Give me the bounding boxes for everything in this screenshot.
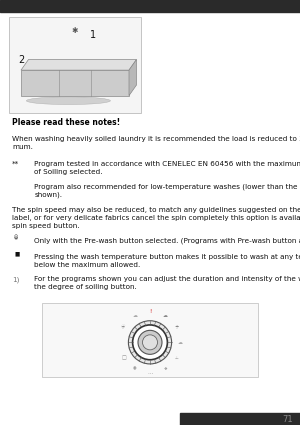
Text: When washing heavily soiled laundry it is recommended the load is reduced to 3 k: When washing heavily soiled laundry it i…	[12, 136, 300, 150]
Text: 1: 1	[90, 30, 96, 40]
Text: !: !	[149, 309, 151, 314]
Text: □: □	[121, 355, 126, 360]
Text: ■: ■	[14, 251, 20, 256]
Text: ☁: ☁	[132, 313, 137, 318]
Text: ☁: ☁	[163, 313, 168, 318]
Ellipse shape	[26, 97, 110, 105]
Text: ☔: ☔	[121, 325, 126, 329]
Polygon shape	[129, 60, 136, 96]
Text: ✱: ✱	[72, 26, 78, 35]
Text: Please read these notes!: Please read these notes!	[12, 118, 120, 127]
Text: …: …	[147, 371, 153, 375]
Ellipse shape	[142, 335, 158, 350]
Text: Program tested in accordance with CENELEC EN 60456 with the maximum Degree
of So: Program tested in accordance with CENELE…	[34, 161, 300, 175]
FancyBboxPatch shape	[9, 17, 141, 113]
Polygon shape	[21, 70, 129, 96]
FancyBboxPatch shape	[0, 0, 300, 12]
Text: For the programs shown you can adjust the duration and intensity of the wash usi: For the programs shown you can adjust th…	[34, 276, 300, 290]
Text: Pressing the wash temperature button makes it possible to wash at any temperatur: Pressing the wash temperature button mak…	[34, 254, 300, 268]
Text: ☂: ☂	[174, 325, 179, 329]
Text: ⚠: ⚠	[175, 356, 178, 360]
Ellipse shape	[138, 330, 162, 354]
FancyBboxPatch shape	[180, 413, 300, 425]
Text: 2: 2	[18, 55, 24, 65]
Ellipse shape	[128, 321, 172, 364]
Text: **: **	[12, 161, 19, 167]
Text: ○: ○	[14, 235, 18, 240]
Text: 1): 1)	[12, 276, 20, 283]
Text: ◉: ◉	[133, 367, 136, 371]
Polygon shape	[21, 60, 136, 70]
Text: ❖: ❖	[164, 367, 167, 371]
Text: ●: ●	[14, 235, 18, 240]
Ellipse shape	[133, 325, 167, 360]
Text: Only with the Pre-wash button selected. (Programs with Pre-wash button available: Only with the Pre-wash button selected. …	[34, 237, 300, 244]
Text: 71: 71	[282, 415, 292, 424]
Text: The spin speed may also be reduced, to match any guidelines suggested on the fab: The spin speed may also be reduced, to m…	[12, 207, 300, 229]
FancyBboxPatch shape	[42, 303, 258, 377]
Text: ☁: ☁	[178, 340, 183, 345]
Text: Program also recommended for low-temperature washes (lower than the max.
shown).: Program also recommended for low-tempera…	[34, 183, 300, 198]
